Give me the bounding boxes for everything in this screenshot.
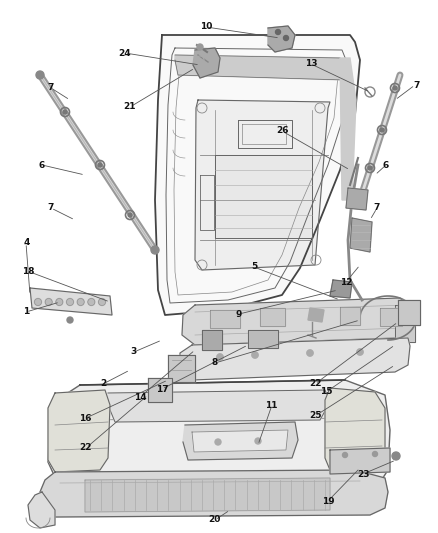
Circle shape xyxy=(372,451,378,456)
Polygon shape xyxy=(268,26,295,52)
Text: 22: 22 xyxy=(309,379,321,388)
Text: 16: 16 xyxy=(79,414,92,423)
Text: 14: 14 xyxy=(134,393,146,401)
Polygon shape xyxy=(330,448,390,474)
Polygon shape xyxy=(210,310,240,328)
Polygon shape xyxy=(182,298,410,345)
Polygon shape xyxy=(398,300,420,325)
Polygon shape xyxy=(350,218,372,252)
Circle shape xyxy=(88,298,95,305)
Text: 7: 7 xyxy=(374,204,380,212)
Polygon shape xyxy=(180,338,410,380)
Circle shape xyxy=(36,71,44,79)
Text: 19: 19 xyxy=(322,497,335,505)
Text: 21: 21 xyxy=(123,102,135,111)
Circle shape xyxy=(128,213,132,217)
Circle shape xyxy=(357,349,364,356)
Text: 1: 1 xyxy=(23,308,29,316)
Text: 8: 8 xyxy=(212,358,218,367)
Text: 10: 10 xyxy=(200,22,212,31)
Circle shape xyxy=(99,298,106,305)
Text: 7: 7 xyxy=(47,84,53,92)
Text: 3: 3 xyxy=(131,348,137,356)
Text: 13: 13 xyxy=(305,60,317,68)
Polygon shape xyxy=(30,288,112,315)
Circle shape xyxy=(197,44,203,50)
Circle shape xyxy=(368,166,372,170)
Circle shape xyxy=(67,317,73,323)
Text: 5: 5 xyxy=(251,262,257,271)
Polygon shape xyxy=(195,100,330,270)
Text: 12: 12 xyxy=(340,278,352,287)
Polygon shape xyxy=(175,55,350,80)
Circle shape xyxy=(307,350,314,357)
Polygon shape xyxy=(248,330,278,348)
Text: 2: 2 xyxy=(100,379,106,388)
Circle shape xyxy=(151,246,159,254)
Circle shape xyxy=(56,298,63,305)
Text: 17: 17 xyxy=(156,385,168,393)
Circle shape xyxy=(215,439,221,445)
Text: 22: 22 xyxy=(79,443,92,452)
Text: 7: 7 xyxy=(47,204,53,212)
Polygon shape xyxy=(48,390,110,472)
Polygon shape xyxy=(155,35,360,315)
Polygon shape xyxy=(202,330,222,350)
Polygon shape xyxy=(340,307,360,325)
Circle shape xyxy=(77,298,84,305)
Circle shape xyxy=(98,163,102,167)
Polygon shape xyxy=(395,305,415,342)
Text: 26: 26 xyxy=(276,126,289,135)
Polygon shape xyxy=(192,430,288,452)
Circle shape xyxy=(380,128,384,132)
Text: 7: 7 xyxy=(413,81,419,90)
Circle shape xyxy=(67,298,74,305)
Polygon shape xyxy=(148,378,172,402)
Circle shape xyxy=(251,351,258,359)
Circle shape xyxy=(393,86,397,90)
Polygon shape xyxy=(28,492,55,528)
Text: 6: 6 xyxy=(39,161,45,169)
Polygon shape xyxy=(168,355,195,382)
Polygon shape xyxy=(260,308,285,326)
Polygon shape xyxy=(346,188,368,210)
Circle shape xyxy=(276,29,280,35)
Polygon shape xyxy=(330,280,352,298)
Text: 9: 9 xyxy=(236,310,242,319)
Text: 25: 25 xyxy=(309,411,321,420)
Polygon shape xyxy=(40,470,388,517)
Circle shape xyxy=(45,298,52,305)
Text: 4: 4 xyxy=(23,238,29,247)
Circle shape xyxy=(283,36,289,41)
Circle shape xyxy=(392,452,400,460)
Text: 6: 6 xyxy=(382,161,389,169)
Polygon shape xyxy=(183,422,298,460)
Text: 18: 18 xyxy=(22,268,35,276)
Polygon shape xyxy=(215,155,312,238)
Polygon shape xyxy=(380,308,402,326)
Circle shape xyxy=(63,110,67,114)
Polygon shape xyxy=(325,388,385,472)
Polygon shape xyxy=(308,308,324,322)
Polygon shape xyxy=(340,58,356,200)
Polygon shape xyxy=(193,48,220,78)
Polygon shape xyxy=(85,478,330,512)
Circle shape xyxy=(35,298,42,305)
Text: 23: 23 xyxy=(357,470,370,479)
Circle shape xyxy=(343,453,347,457)
Polygon shape xyxy=(48,380,390,498)
Circle shape xyxy=(216,353,223,360)
Text: 24: 24 xyxy=(119,49,131,58)
Text: 15: 15 xyxy=(320,387,332,396)
Text: 11: 11 xyxy=(265,401,278,409)
Text: 20: 20 xyxy=(208,515,221,524)
Polygon shape xyxy=(108,390,330,422)
Circle shape xyxy=(255,438,261,444)
